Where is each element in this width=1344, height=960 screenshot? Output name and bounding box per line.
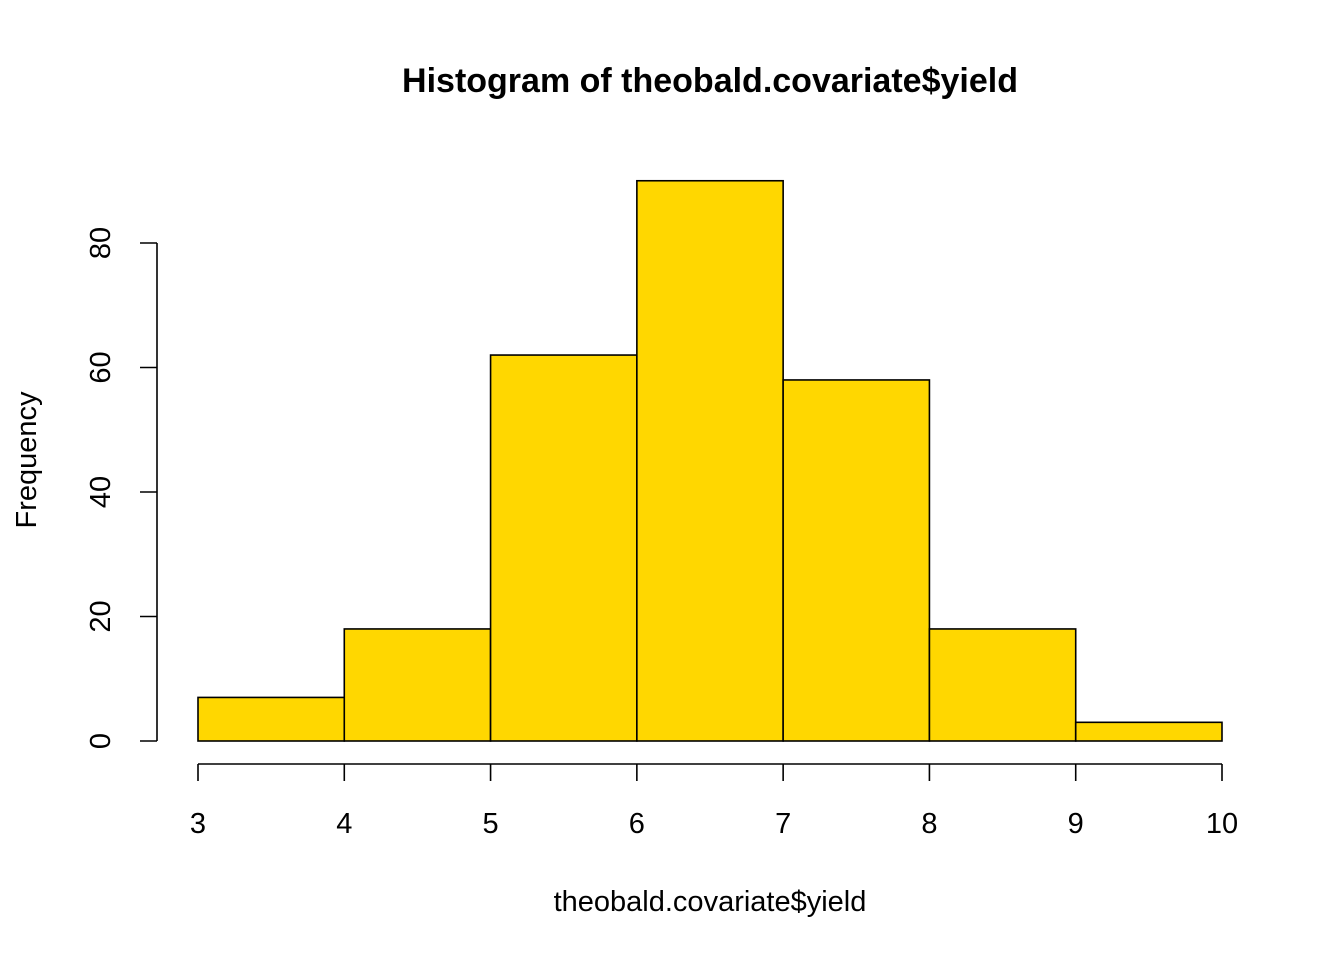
histogram-bar-5 (782, 379, 931, 742)
x-tick-label: 3 (190, 808, 206, 840)
x-tick-label: 5 (483, 808, 499, 840)
x-tick-label: 6 (629, 808, 645, 840)
x-tick-label: 7 (775, 808, 791, 840)
x-axis: 3 4 5 6 7 8 9 10 (190, 763, 1238, 840)
histogram-bar-1 (197, 696, 346, 742)
x-axis-title: theobald.covariate$yield (554, 886, 867, 918)
x-tick-label: 9 (1068, 808, 1084, 840)
y-tick-label: 60 (85, 351, 117, 383)
x-tick-label: 4 (336, 808, 352, 840)
y-tick-label: 80 (85, 227, 117, 259)
histogram-bar-4 (636, 179, 784, 742)
x-tick-label: 10 (1206, 808, 1238, 840)
histogram-bar-6 (928, 628, 1077, 742)
y-tick-label: 40 (85, 476, 117, 508)
y-axis: 0 20 40 60 80 (85, 227, 158, 749)
y-tick-label: 0 (85, 733, 117, 749)
x-tick-label: 8 (921, 808, 937, 840)
chart-title: Histogram of theobald.covariate$yield (402, 62, 1018, 100)
histogram-bar-2 (343, 628, 492, 742)
y-axis-title: Frequency (11, 391, 43, 529)
histogram-bar-7 (1074, 721, 1223, 742)
y-tick-label: 20 (85, 600, 117, 632)
bars-layer (197, 179, 1223, 742)
histogram-bar-3 (489, 354, 638, 742)
